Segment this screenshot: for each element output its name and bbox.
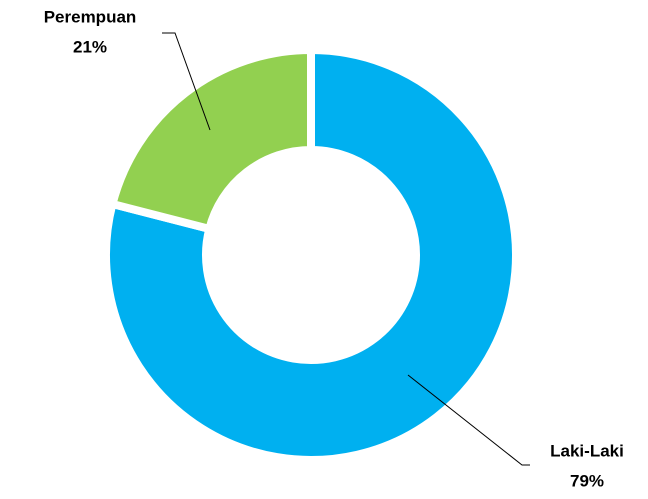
value-label: 21% — [73, 37, 107, 56]
slice-label: Perempuan — [44, 7, 137, 26]
slice — [107, 45, 315, 234]
slice-label: Laki-Laki — [550, 441, 624, 460]
value-label: 79% — [570, 471, 604, 490]
leader-line — [407, 374, 530, 466]
slice — [102, 45, 520, 464]
leader-line — [162, 32, 211, 131]
